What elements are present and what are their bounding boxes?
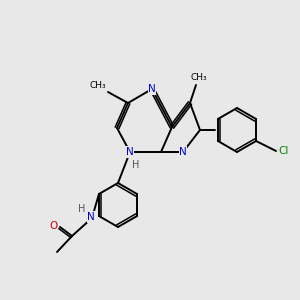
Text: O: O — [49, 221, 57, 231]
Text: N: N — [179, 147, 187, 157]
Text: N: N — [148, 84, 156, 94]
Text: Cl: Cl — [279, 146, 289, 156]
Text: CH₃: CH₃ — [191, 74, 207, 82]
Text: H: H — [78, 204, 86, 214]
Text: H: H — [132, 160, 140, 170]
Text: N: N — [126, 147, 134, 157]
Text: CH₃: CH₃ — [90, 82, 106, 91]
Text: N: N — [87, 212, 95, 222]
